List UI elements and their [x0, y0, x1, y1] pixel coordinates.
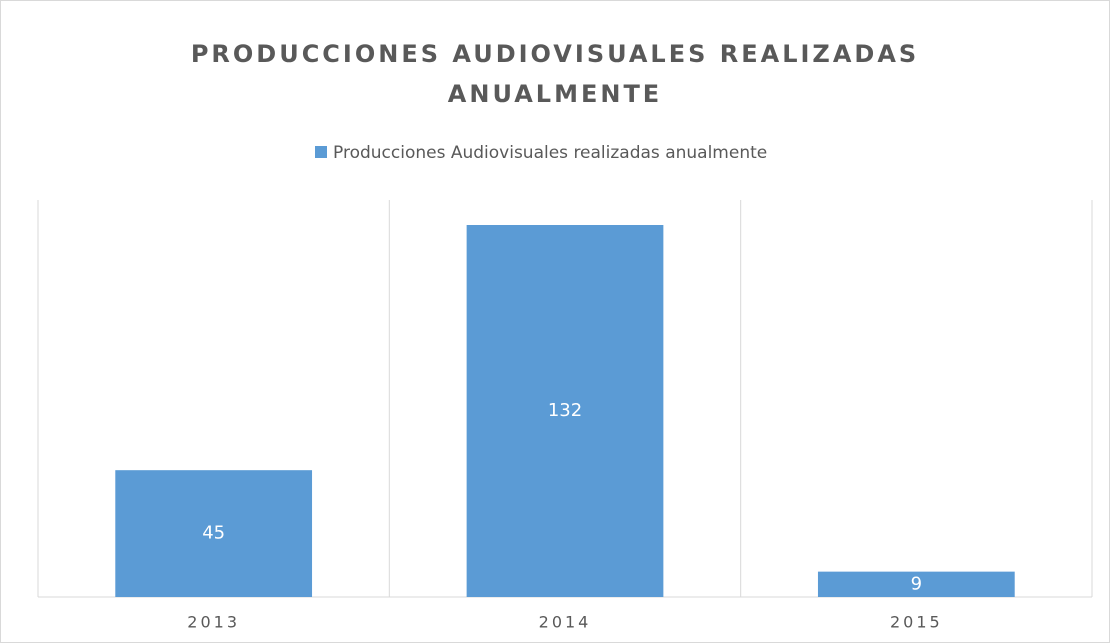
bar	[115, 470, 313, 597]
data-label: 132	[548, 400, 582, 421]
data-label: 9	[911, 573, 922, 594]
x-tick-label: 2013	[187, 613, 240, 632]
chart-title: PRODUCCIONES AUDIOVISUALES REALIZADAS AN…	[190, 40, 920, 108]
legend-label: Producciones Audiovisuales realizadas an…	[333, 143, 767, 163]
data-label: 45	[202, 523, 225, 544]
legend-swatch	[315, 146, 327, 158]
x-tick-label: 2014	[539, 613, 592, 632]
x-tick-label: 2015	[890, 613, 943, 632]
bar	[817, 571, 1015, 597]
bar	[466, 225, 664, 597]
